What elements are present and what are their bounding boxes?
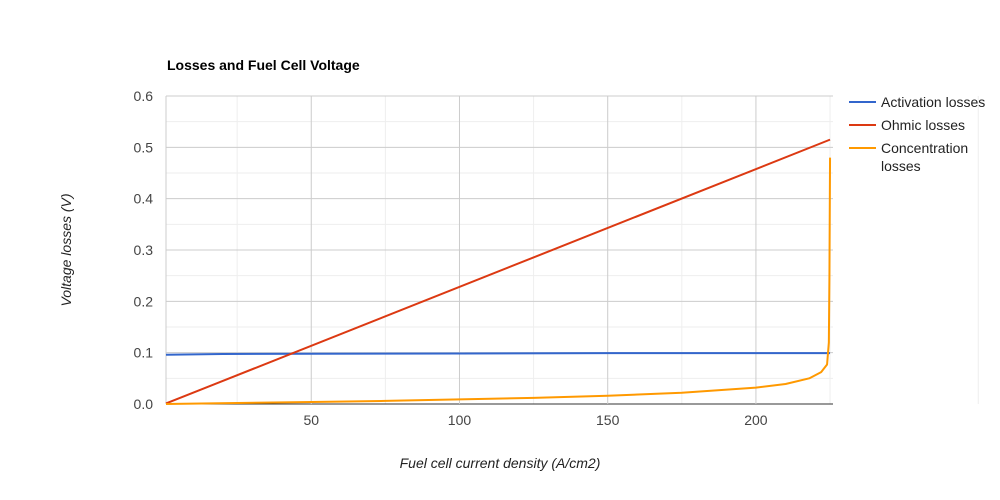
- y-tick-label: 0.5: [134, 139, 154, 155]
- legend-item-concentration-losses[interactable]: Concentration losses: [849, 140, 968, 174]
- legend-item-activation-losses[interactable]: Activation losses: [849, 94, 985, 110]
- series-line-activation-losses: [165, 352, 831, 356]
- series-lines: [165, 138, 832, 405]
- x-tick-label: 100: [448, 412, 472, 428]
- x-tick-label: 150: [596, 412, 620, 428]
- legend-label: Activation losses: [881, 94, 985, 110]
- x-tick-label: 50: [303, 412, 319, 428]
- x-axis-title: Fuel cell current density (A/cm2): [400, 455, 601, 471]
- chart-title: Losses and Fuel Cell Voltage: [167, 57, 360, 73]
- y-axis-title: Voltage losses (V): [58, 193, 74, 306]
- y-tick-label: 0.3: [134, 242, 154, 258]
- legend-label: Concentration losses: [881, 140, 968, 174]
- series-line-concentration-losses: [165, 157, 832, 405]
- gridlines: [165, 95, 979, 405]
- y-tick-label: 0.2: [134, 293, 154, 309]
- legend-label: Ohmic losses: [881, 117, 965, 133]
- legend-item-ohmic-losses[interactable]: Ohmic losses: [849, 117, 965, 133]
- legend: Activation losses Ohmic losses Concentrati…: [849, 94, 985, 174]
- y-tick-label: 0.6: [134, 88, 154, 104]
- x-axis-ticks: 50 100 150 200: [303, 412, 767, 428]
- y-axis-ticks: 0.0 0.1 0.2 0.3 0.4 0.5 0.6: [134, 88, 154, 412]
- x-tick-label: 200: [744, 412, 768, 428]
- y-tick-label: 0.1: [134, 345, 154, 361]
- series-line-ohmic-losses: [165, 138, 831, 405]
- y-tick-label: 0.0: [134, 396, 154, 412]
- y-tick-label: 0.4: [134, 191, 154, 207]
